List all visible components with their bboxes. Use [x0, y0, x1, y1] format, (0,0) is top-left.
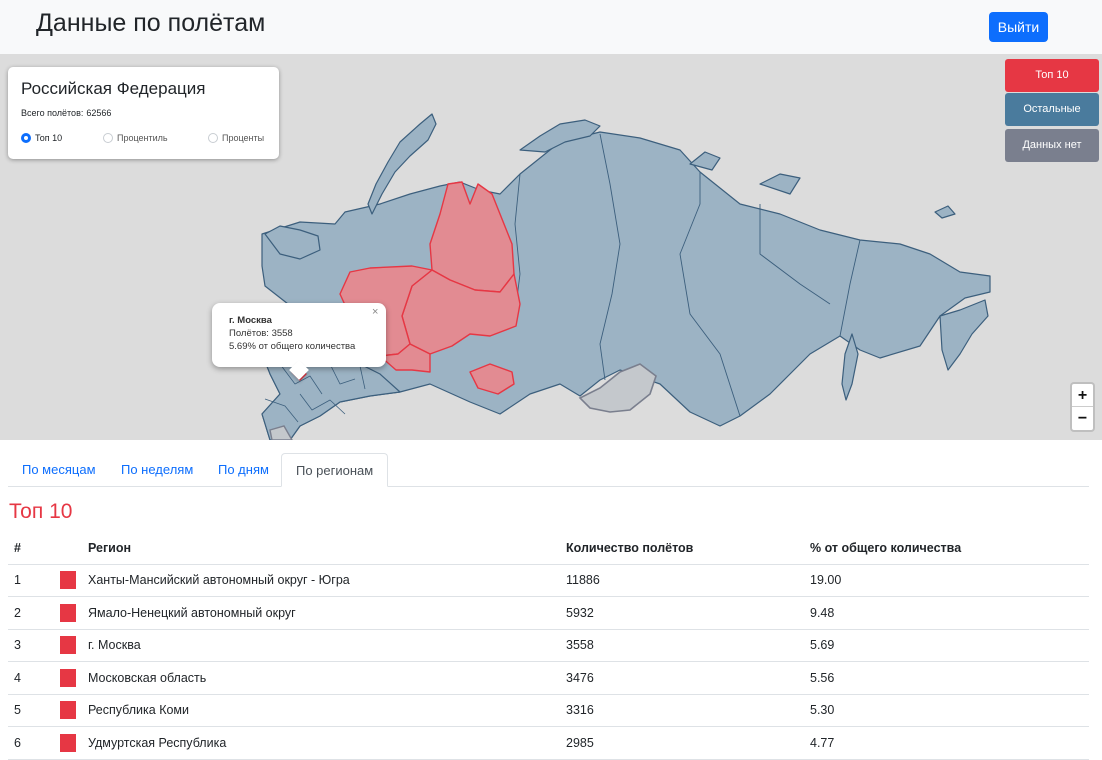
region-shape[interactable] — [264, 225, 321, 260]
column-header-count: Количество полётов — [560, 532, 804, 565]
rank-cell: 6 — [8, 726, 54, 760]
logout-button[interactable]: Выйти — [989, 12, 1048, 42]
section-title: Топ 10 — [9, 500, 73, 523]
tab-days[interactable]: По дням — [218, 462, 269, 477]
color-swatch — [60, 603, 76, 622]
info-title: Российская Федерация — [21, 79, 206, 98]
color-cell — [54, 694, 82, 727]
color-swatch — [60, 668, 76, 687]
zoom-control: + − — [1070, 382, 1095, 432]
popup-flight-count: Полётов: 3558 — [229, 328, 293, 339]
color-cell — [54, 629, 82, 662]
column-header-region: Регион — [82, 532, 560, 565]
percent-cell: 5.56 — [804, 661, 1089, 695]
color-cell — [54, 596, 82, 630]
count-cell: 3316 — [560, 694, 804, 727]
region-shape[interactable] — [939, 299, 989, 371]
island-shape — [759, 173, 801, 195]
radio-checked-icon — [21, 133, 31, 143]
legend-no-data-button[interactable]: Данных нет — [1005, 129, 1099, 162]
island-shape — [841, 333, 859, 401]
radio-unchecked-icon — [208, 133, 218, 143]
map-canvas[interactable] — [0, 54, 1102, 440]
regions-table: # Регион Количество полётов % от общего … — [8, 532, 1089, 760]
color-swatch — [60, 571, 76, 590]
radio-unchecked-icon — [103, 133, 113, 143]
popup-percent: 5.69% от общего количества — [229, 341, 356, 352]
count-cell: 3558 — [560, 629, 804, 662]
color-swatch — [60, 733, 76, 752]
column-header-rank: # — [8, 532, 54, 565]
island-shape — [367, 113, 437, 215]
percent-cell: 4.77 — [804, 726, 1089, 760]
rank-cell: 4 — [8, 661, 54, 695]
total-flights: Всего полётов: 62566 — [21, 108, 111, 118]
rank-cell: 1 — [8, 564, 54, 597]
table-row[interactable]: 6 Удмуртская Республика 2985 4.77 — [8, 726, 1089, 760]
island-shape — [519, 119, 601, 153]
count-cell: 5932 — [560, 596, 804, 630]
region-arkhangelsk-side[interactable] — [379, 343, 431, 373]
zoom-out-button[interactable]: − — [1077, 410, 1088, 427]
zoom-in-button[interactable]: + — [1072, 384, 1093, 407]
region-no-data[interactable] — [578, 363, 657, 413]
region-cell: Республика Коми — [82, 694, 560, 727]
radio-label: Проценты — [222, 133, 265, 143]
table-row[interactable]: 5 Республика Коми 3316 5.30 — [8, 694, 1089, 727]
percent-cell: 5.69 — [804, 629, 1089, 662]
region-info-card: Российская Федерация Всего полётов: 62566… — [8, 67, 279, 159]
view-tabs: По месяцам По неделям По дням По региона… — [8, 453, 1089, 487]
color-cell — [54, 661, 82, 695]
legend-others-button[interactable]: Остальные — [1005, 93, 1099, 126]
column-header-percent: % от общего количества — [804, 532, 1089, 565]
region-cell: Ханты-Мансийский автономный округ - Югра — [82, 564, 560, 597]
region-cell: Удмуртская Республика — [82, 726, 560, 760]
column-header-color — [54, 532, 82, 565]
radio-percentile[interactable]: Процентиль — [103, 133, 168, 143]
legend-top10-button[interactable]: Топ 10 — [1005, 59, 1099, 92]
percent-cell: 5.30 — [804, 694, 1089, 727]
total-value: 62566 — [86, 108, 112, 118]
popup-region-name: г. Москва — [229, 315, 272, 326]
region-cell: Ямало-Ненецкий автономный округ — [82, 596, 560, 630]
rank-cell: 2 — [8, 596, 54, 630]
radio-label: Топ 10 — [35, 133, 63, 143]
page-title: Данные по полётам — [36, 9, 266, 37]
tab-months[interactable]: По месяцам — [22, 462, 96, 477]
percent-cell: 19.00 — [804, 564, 1089, 597]
radio-top10[interactable]: Топ 10 — [21, 133, 62, 143]
table-header-row: # Регион Количество полётов % от общего … — [8, 532, 1089, 565]
region-cell: Московская область — [82, 661, 560, 695]
table-row[interactable]: 3 г. Москва 3558 5.69 — [8, 629, 1089, 662]
radio-percent[interactable]: Проценты — [208, 133, 264, 143]
count-cell: 11886 — [560, 564, 804, 597]
table-row[interactable]: 1 Ханты-Мансийский автономный округ - Юг… — [8, 564, 1089, 597]
count-cell: 2985 — [560, 726, 804, 760]
region-popup: × г. Москва Полётов: 3558 5.69% от общег… — [212, 303, 386, 380]
tab-regions[interactable]: По регионам — [281, 453, 389, 487]
rank-cell: 3 — [8, 629, 54, 662]
color-swatch — [60, 636, 76, 655]
choropleth-map[interactable]: Российская Федерация Всего полётов: 62566… — [0, 54, 1102, 440]
color-swatch — [60, 701, 76, 720]
region-no-data[interactable] — [269, 425, 293, 440]
radio-label: Процентиль — [117, 133, 168, 143]
table-row[interactable]: 4 Московская область 3476 5.56 — [8, 661, 1089, 695]
count-cell: 3476 — [560, 661, 804, 695]
color-cell — [54, 564, 82, 597]
total-label: Всего полётов: — [21, 108, 84, 118]
header-bar: Данные по полётам Выйти — [0, 0, 1102, 54]
island-shape — [689, 151, 721, 171]
island-shape — [934, 205, 956, 219]
tab-weeks[interactable]: По неделям — [121, 462, 194, 477]
region-tomsk[interactable] — [469, 363, 515, 395]
percent-cell: 9.48 — [804, 596, 1089, 630]
close-icon[interactable]: × — [372, 306, 379, 318]
color-cell — [54, 726, 82, 760]
region-cell: г. Москва — [82, 629, 560, 662]
rank-cell: 5 — [8, 694, 54, 727]
table-row[interactable]: 2 Ямало-Ненецкий автономный округ 5932 9… — [8, 596, 1089, 630]
